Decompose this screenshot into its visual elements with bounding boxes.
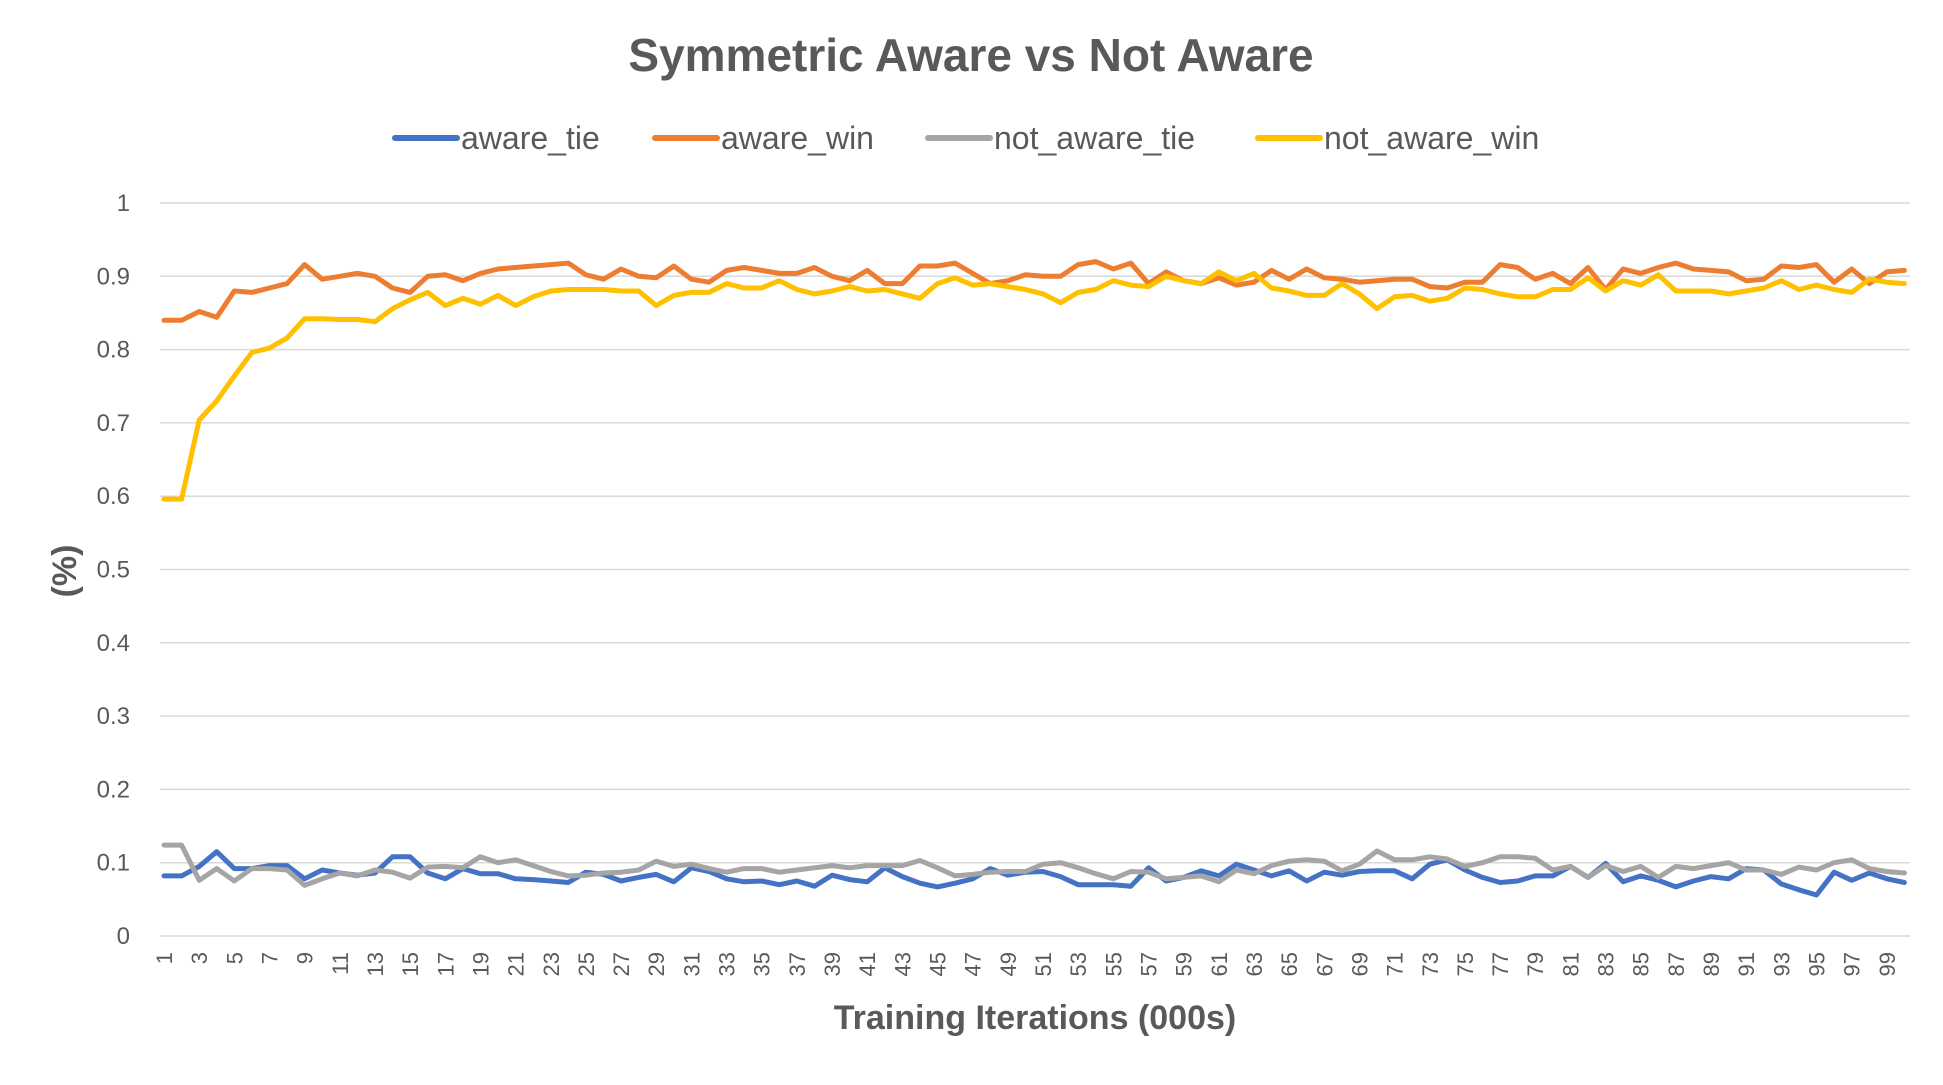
y-tick-label: 0.8 (97, 337, 130, 364)
x-tick-label: 37 (785, 952, 810, 976)
chart-title: Symmetric Aware vs Not Aware (628, 29, 1313, 81)
legend-label: not_aware_win (1324, 120, 1539, 156)
y-tick-label: 0.3 (97, 703, 130, 730)
x-tick-label: 15 (398, 952, 423, 976)
x-tick-label: 89 (1699, 952, 1724, 976)
legend-item-aware-tie: aware_tie (392, 120, 600, 156)
y-axis-tick-labels: 0 0.1 0.2 0.3 0.4 0.5 0.6 0.7 0.8 0.9 1 (97, 190, 130, 950)
x-tick-label: 93 (1769, 952, 1794, 976)
x-tick-label: 39 (820, 952, 845, 976)
x-tick-label: 1 (152, 952, 177, 964)
x-tick-label: 7 (257, 952, 282, 964)
x-tick-label: 13 (363, 952, 388, 976)
x-tick-label: 79 (1523, 952, 1548, 976)
series-line-not-aware-tie (161, 842, 1907, 888)
y-axis-title: (%) (46, 545, 84, 598)
x-tick-label: 25 (574, 952, 599, 976)
x-tick-label: 43 (890, 952, 915, 976)
x-tick-label: 71 (1383, 952, 1408, 976)
x-tick-label: 41 (855, 952, 880, 976)
y-tick-label: 0.2 (97, 776, 130, 803)
legend: aware_tie aware_win not_aware_tie not_aware… (392, 120, 1539, 156)
x-tick-label: 83 (1594, 952, 1619, 976)
series-line-not-aware-win (161, 269, 1907, 502)
x-tick-label: 17 (433, 952, 458, 976)
y-tick-label: 0.6 (97, 483, 130, 510)
x-tick-label: 99 (1875, 952, 1900, 976)
gridlines (160, 202, 1910, 937)
x-tick-label: 87 (1664, 952, 1689, 976)
x-tick-label: 75 (1453, 952, 1478, 976)
x-tick-label: 19 (468, 952, 493, 976)
series-line-aware-win (161, 259, 1907, 323)
x-tick-label: 3 (187, 952, 212, 964)
x-tick-label: 55 (1101, 952, 1126, 976)
series-line-aware-tie (161, 849, 1907, 898)
y-tick-label: 0.7 (97, 410, 130, 437)
x-tick-label: 63 (1242, 952, 1267, 976)
x-tick-label: 53 (1066, 952, 1091, 976)
series-lines (161, 259, 1907, 898)
x-tick-label: 49 (996, 952, 1021, 976)
x-tick-label: 27 (609, 952, 634, 976)
legend-label: not_aware_tie (994, 120, 1195, 156)
x-tick-label: 61 (1207, 952, 1232, 976)
x-tick-label: 9 (293, 952, 318, 964)
x-axis-title: Training Iterations (000s) (834, 999, 1236, 1037)
x-tick-label: 47 (961, 952, 986, 976)
legend-item-not-aware-win: not_aware_win (1255, 120, 1539, 156)
x-tick-label: 65 (1277, 952, 1302, 976)
x-tick-label: 67 (1312, 952, 1337, 976)
x-tick-label: 59 (1172, 952, 1197, 976)
x-tick-label: 51 (1031, 952, 1056, 976)
y-tick-label: 0.4 (97, 630, 130, 657)
y-tick-label: 1 (117, 190, 130, 217)
y-tick-label: 0 (117, 923, 130, 950)
x-tick-label: 11 (328, 952, 353, 975)
y-tick-label: 0.9 (97, 263, 130, 290)
legend-item-not-aware-tie: not_aware_tie (925, 120, 1195, 156)
legend-label: aware_win (721, 120, 874, 156)
x-tick-label: 29 (644, 952, 669, 976)
x-tick-label: 77 (1488, 952, 1513, 976)
x-axis-tick-labels: 1 3 5 7 9 11 13 15 17 19 21 23 25 27 29 31 33 35 37 39 41 43 4… (152, 952, 1900, 976)
x-tick-label: 21 (504, 952, 529, 976)
x-tick-label: 23 (539, 952, 564, 976)
y-tick-label: 0.1 (97, 850, 130, 877)
x-tick-label: 97 (1840, 952, 1865, 976)
y-tick-label: 0.5 (97, 557, 130, 584)
x-tick-label: 5 (222, 952, 247, 964)
x-tick-label: 31 (679, 952, 704, 976)
x-tick-label: 85 (1629, 952, 1654, 976)
x-tick-label: 45 (926, 952, 951, 976)
x-tick-label: 91 (1734, 952, 1759, 976)
x-tick-label: 35 (750, 952, 775, 976)
x-tick-label: 69 (1347, 952, 1372, 976)
x-tick-label: 81 (1558, 952, 1583, 976)
legend-label: aware_tie (461, 120, 600, 156)
x-tick-label: 73 (1418, 952, 1443, 976)
legend-item-aware-win: aware_win (652, 120, 874, 156)
x-tick-label: 57 (1136, 952, 1161, 976)
x-tick-label: 33 (715, 952, 740, 976)
x-tick-label: 95 (1805, 952, 1830, 976)
